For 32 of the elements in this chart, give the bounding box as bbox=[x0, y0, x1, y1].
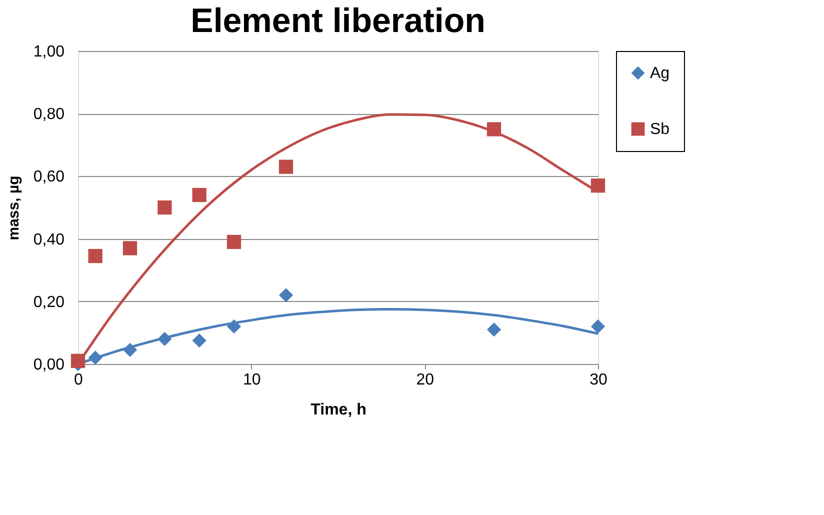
x-tick-label: 30 bbox=[590, 372, 608, 388]
chart-title: Element liberation bbox=[190, 2, 486, 40]
point bbox=[122, 241, 138, 256]
y-axis-title: mass, µg bbox=[5, 176, 22, 240]
x-tick-label: 10 bbox=[242, 372, 261, 388]
point bbox=[88, 248, 102, 264]
point bbox=[278, 160, 294, 174]
point bbox=[192, 188, 206, 202]
point bbox=[122, 342, 138, 357]
y-tick-label: 0,20 bbox=[33, 294, 65, 311]
y-tick-label: 0,80 bbox=[33, 106, 65, 124]
x-tick-label: 0 bbox=[74, 372, 84, 388]
y-tick-label: 0,40 bbox=[33, 231, 65, 248]
point bbox=[158, 332, 172, 346]
point bbox=[590, 178, 606, 193]
point bbox=[226, 319, 242, 334]
point bbox=[590, 319, 606, 334]
point bbox=[486, 122, 502, 136]
x-tick-label: 20 bbox=[416, 372, 434, 388]
point bbox=[158, 200, 172, 215]
point bbox=[70, 354, 86, 368]
point bbox=[226, 234, 242, 249]
point bbox=[88, 350, 102, 365]
x-axis-title: Time, h bbox=[310, 402, 366, 418]
legend-label: Sb bbox=[650, 121, 670, 138]
point bbox=[486, 322, 502, 337]
y-tick-label: 0,00 bbox=[33, 356, 65, 374]
point bbox=[192, 333, 206, 348]
y-tick-label: 1,00 bbox=[33, 44, 65, 60]
legend-label: Ag bbox=[650, 65, 670, 82]
y-tick-label: 0,60 bbox=[33, 168, 65, 186]
point bbox=[278, 288, 294, 302]
